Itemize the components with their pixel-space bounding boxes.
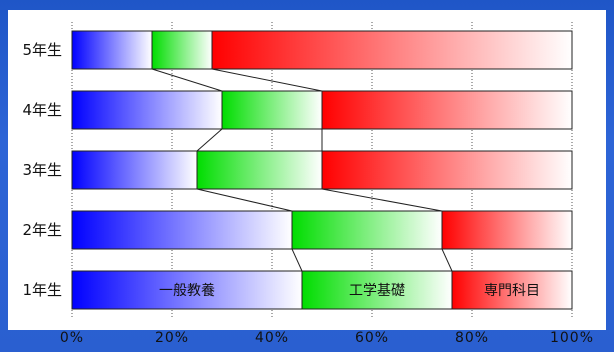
labels: 5年生 4年生 3年生 2年生 1年生 一般教養 工学基礎 専門科目 0% 20% 40% 60% 80… bbox=[22, 41, 594, 346]
bar-segment-4-2 bbox=[451, 270, 573, 310]
x-tick-label: 20% bbox=[155, 330, 189, 346]
bar-segment-2-1 bbox=[196, 150, 323, 190]
x-tick-label: 100% bbox=[550, 330, 594, 346]
category-label: 4年生 bbox=[22, 101, 62, 119]
connector-line bbox=[211, 68, 323, 92]
segment-label: 専門科目 bbox=[484, 283, 540, 299]
category-label: 5年生 bbox=[22, 41, 62, 59]
connector-line bbox=[291, 248, 303, 272]
connector-lines bbox=[151, 68, 453, 272]
bar-segment-1-2 bbox=[321, 90, 573, 130]
bar-segment-3-2 bbox=[441, 210, 573, 250]
x-tick-label: 0% bbox=[60, 330, 84, 346]
connector-line bbox=[196, 128, 223, 152]
bar-segment-0-1 bbox=[151, 30, 213, 70]
category-label: 2年生 bbox=[22, 221, 62, 239]
bar-segment-0-2 bbox=[211, 30, 573, 70]
bar-segment-2-2 bbox=[321, 150, 573, 190]
bars bbox=[71, 30, 573, 310]
bar-segment-4-0 bbox=[71, 270, 303, 310]
x-tick-label: 80% bbox=[455, 330, 489, 346]
segment-label: 工学基礎 bbox=[349, 282, 405, 299]
category-label: 1年生 bbox=[22, 281, 62, 299]
bar-segment-0-0 bbox=[71, 30, 153, 70]
bar-segment-1-1 bbox=[221, 90, 323, 130]
bar-segment-3-1 bbox=[291, 210, 443, 250]
segment-label: 一般教養 bbox=[159, 282, 215, 299]
bar-segment-2-0 bbox=[71, 150, 198, 190]
x-tick-label: 60% bbox=[355, 330, 389, 346]
bar-segment-1-0 bbox=[71, 90, 223, 130]
x-tick-label: 40% bbox=[255, 330, 289, 346]
bar-segment-3-0 bbox=[71, 210, 293, 250]
connector-line bbox=[321, 188, 443, 212]
connector-line bbox=[196, 188, 293, 212]
connector-line bbox=[151, 68, 223, 92]
connector-line bbox=[441, 248, 453, 272]
category-label: 3年生 bbox=[22, 161, 62, 179]
bar-segment-4-1 bbox=[301, 270, 453, 310]
